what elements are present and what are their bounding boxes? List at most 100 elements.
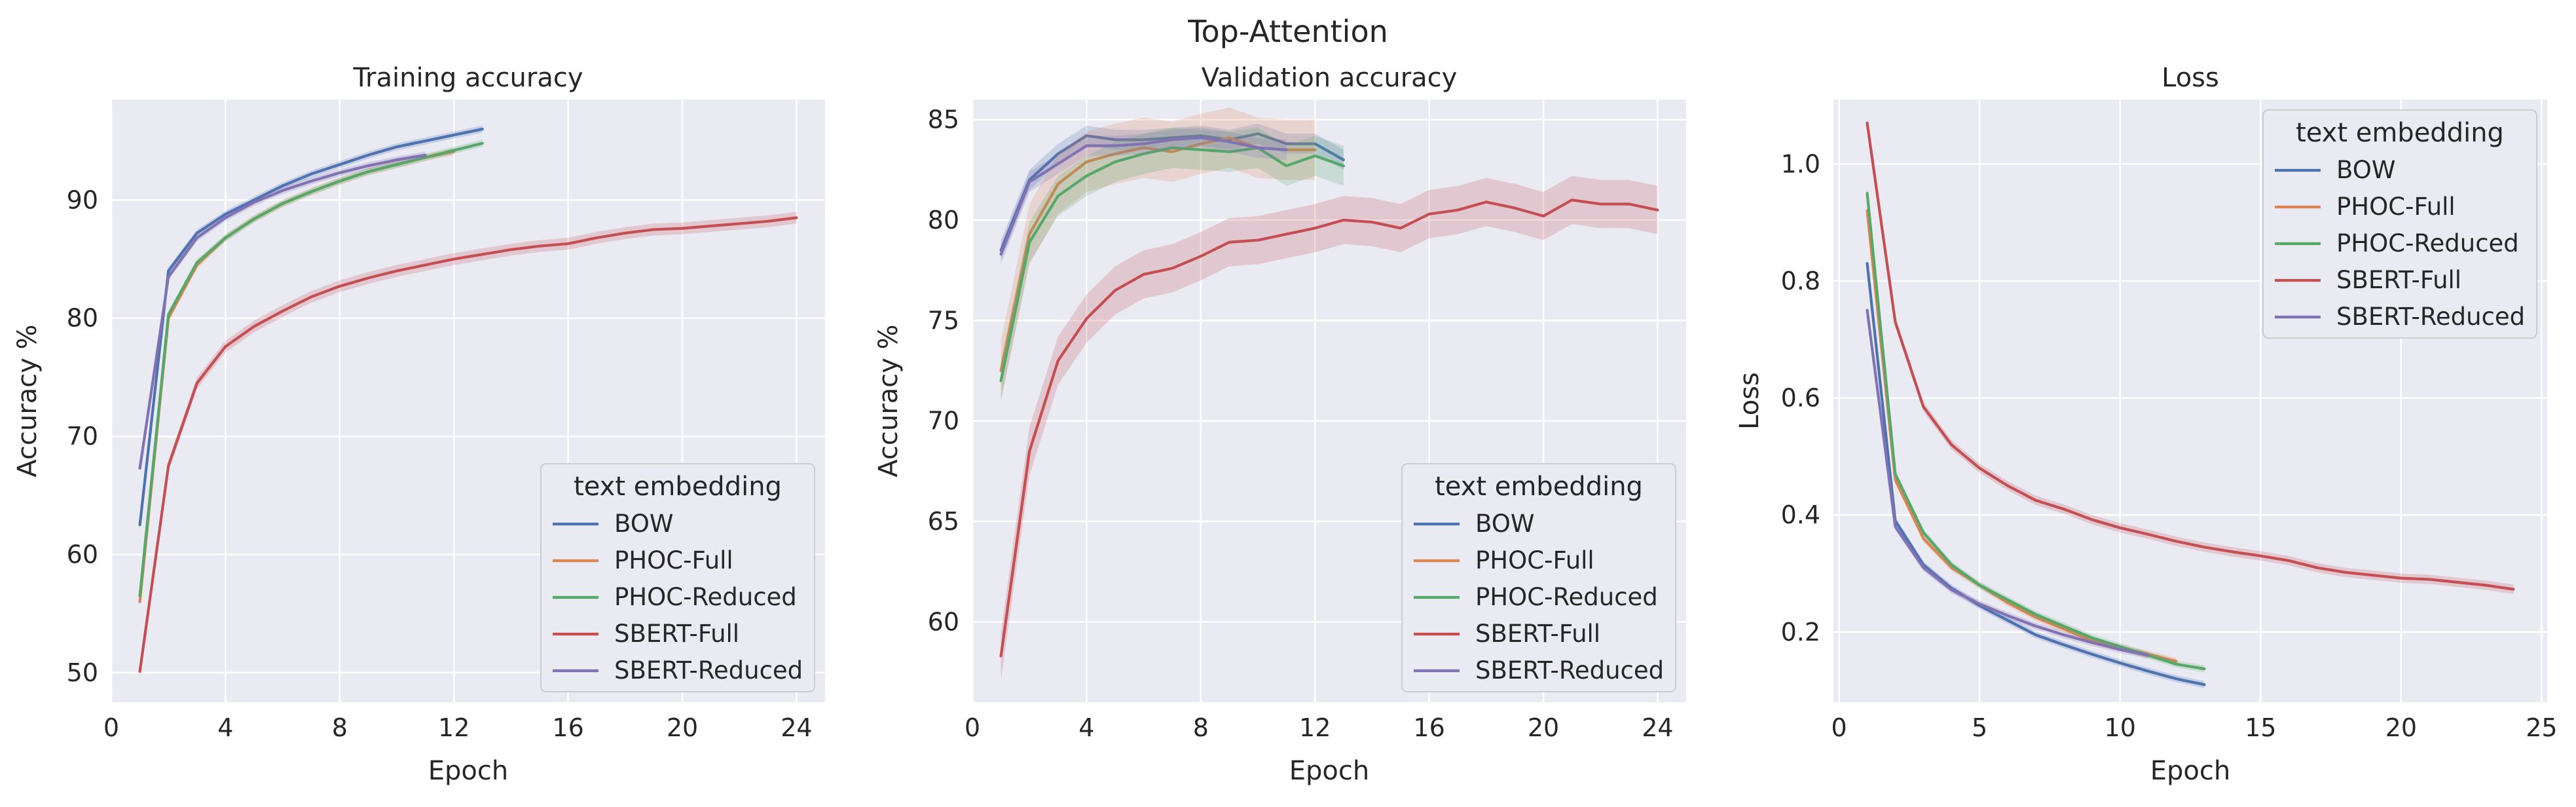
x-tick-label: 12 (1299, 713, 1331, 742)
y-tick-label: 80 (67, 304, 98, 333)
x-tick-label: 20 (2385, 713, 2417, 742)
panel-title: Validation accuracy (1202, 63, 1458, 93)
x-tick-label: 20 (1528, 713, 1559, 742)
legend-entry-label: PHOC-Full (1475, 546, 1594, 574)
series-phoc-reduced (999, 127, 1345, 401)
x-tick-label: 16 (1413, 713, 1444, 742)
legend-entry-label: SBERT-Full (614, 620, 739, 648)
confidence-band (1001, 127, 1287, 265)
y-tick-label: 65 (928, 507, 959, 536)
x-tick-label: 8 (1193, 713, 1209, 742)
x-tick-label: 15 (2245, 713, 2276, 742)
legend-frame (1401, 463, 1676, 692)
x-tick-label: 12 (438, 713, 469, 742)
y-tick-label: 60 (928, 607, 959, 636)
x-axis-label: Epoch (2150, 756, 2230, 786)
y-tick-label: 0.8 (1781, 267, 1820, 295)
series-line (138, 216, 798, 673)
legend-entry-label: PHOC-Full (614, 546, 733, 574)
y-tick-label: 0.2 (1781, 618, 1820, 647)
legend: text embedding BOW PHOC-Full PHOC-Reduced SB… (540, 463, 815, 692)
series-line (1866, 121, 2515, 591)
series-line (999, 136, 1288, 256)
series-sbert-reduced (1866, 307, 2150, 659)
legend-entry-label: SBERT-Reduced (614, 656, 803, 685)
legend-entry-label: PHOC-Reduced (2336, 229, 2519, 257)
y-tick-label: 70 (928, 407, 959, 436)
series-sbert-full (999, 176, 1659, 681)
series-bow (1866, 259, 2206, 688)
y-tick-label: 70 (67, 422, 98, 451)
series-line (138, 127, 484, 527)
legend-entry-label: SBERT-Reduced (1475, 656, 1664, 685)
x-axis-label: Epoch (1289, 756, 1369, 786)
panel-title: Training accuracy (352, 63, 583, 93)
series-line (138, 141, 484, 597)
x-tick-label: 20 (667, 713, 698, 742)
series-sbert-full (138, 212, 798, 678)
y-axis-label: Accuracy % (874, 324, 904, 477)
panel-title: Loss (2162, 63, 2219, 93)
confidence-band (1001, 176, 1658, 681)
legend: text embedding BOW PHOC-Full PHOC-Reduced SB… (2262, 109, 2537, 339)
x-tick-label: 24 (1642, 713, 1673, 742)
x-tick-label: 24 (781, 713, 812, 742)
series-line (999, 146, 1345, 383)
x-tick-label: 0 (103, 713, 119, 742)
legend-entry-label: BOW (614, 510, 673, 538)
confidence-band (1001, 127, 1344, 401)
x-tick-label: 16 (552, 713, 583, 742)
x-tick-label: 0 (965, 713, 980, 742)
y-tick-label: 85 (928, 105, 959, 134)
x-tick-label: 10 (2105, 713, 2136, 742)
legend-entry-label: SBERT-Reduced (2336, 303, 2525, 331)
series-sbert-reduced (999, 127, 1288, 265)
legend: text embedding BOW PHOC-Full PHOC-Reduced SB… (1401, 463, 1676, 692)
legend-title: text embedding (2296, 118, 2504, 148)
series-line (1866, 309, 2150, 657)
y-tick-label: 1.0 (1781, 149, 1820, 178)
y-tick-label: 60 (67, 540, 98, 569)
y-axis-label: Loss (1735, 372, 1765, 430)
y-tick-label: 90 (67, 185, 98, 214)
series-bow (138, 125, 484, 529)
x-axis-label: Epoch (428, 756, 508, 786)
x-tick-label: 4 (1078, 713, 1094, 742)
x-tick-label: 5 (1972, 713, 1987, 742)
legend-entry-label: PHOC-Full (2336, 193, 2456, 221)
series-line (999, 198, 1659, 658)
figure-title: Top-Attention (1187, 14, 1388, 49)
y-tick-label: 80 (928, 206, 959, 235)
y-axis-label: Accuracy % (12, 324, 43, 477)
y-tick-label: 0.4 (1781, 500, 1820, 529)
series-sbert-reduced (138, 151, 427, 472)
panel-2: 0 4 8 12 16 20 24 60 65 70 75 80 85 Validation accura… (874, 63, 1686, 786)
legend-entry-label: PHOC-Reduced (1475, 583, 1658, 611)
x-tick-label: 8 (332, 713, 348, 742)
x-tick-label: 4 (217, 713, 233, 742)
x-tick-label: 0 (1831, 713, 1847, 742)
legend-entry-label: BOW (2336, 156, 2395, 184)
series-line (1866, 261, 2206, 686)
legend-entry-label: PHOC-Reduced (614, 583, 797, 611)
confidence-band (1001, 123, 1344, 261)
series-line (138, 153, 427, 470)
y-tick-label: 0.6 (1781, 384, 1820, 413)
series-line (999, 132, 1345, 252)
y-tick-label: 75 (928, 306, 959, 335)
legend-entry-label: SBERT-Full (2336, 266, 2461, 294)
panel-1: 0 4 8 12 16 20 24 50 60 70 80 90 Training accuracy Ep… (12, 63, 825, 786)
x-tick-label: 25 (2526, 713, 2557, 742)
legend-entry-label: SBERT-Full (1475, 620, 1600, 648)
legend-frame (540, 463, 815, 692)
panel-3: 0 5 10 15 20 25 0.2 0.4 0.6 0.8 1.0 Loss Epoch Loss te… (1735, 63, 2558, 786)
series-bow (999, 123, 1345, 261)
legend-title: text embedding (1435, 472, 1643, 502)
y-tick-label: 50 (67, 658, 98, 687)
series-phoc-reduced (138, 140, 484, 600)
legend-title: text embedding (574, 472, 782, 502)
legend-frame (2262, 109, 2537, 339)
series-sbert-full (1866, 118, 2515, 594)
legend-entry-label: BOW (1475, 510, 1534, 538)
